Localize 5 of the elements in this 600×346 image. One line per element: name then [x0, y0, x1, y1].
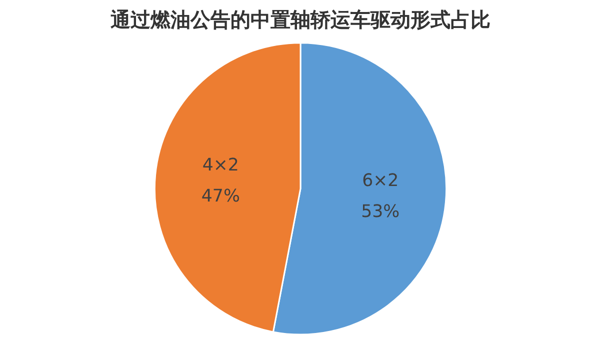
slice-label: 4×2: [202, 156, 239, 176]
data-label: 47%: [201, 186, 240, 207]
data-label: 53%: [361, 202, 400, 222]
chart-title: 通过燃油公告的中置轴轿运车驱动形式占比: [110, 8, 490, 32]
slice-label: 6×2: [362, 170, 399, 191]
